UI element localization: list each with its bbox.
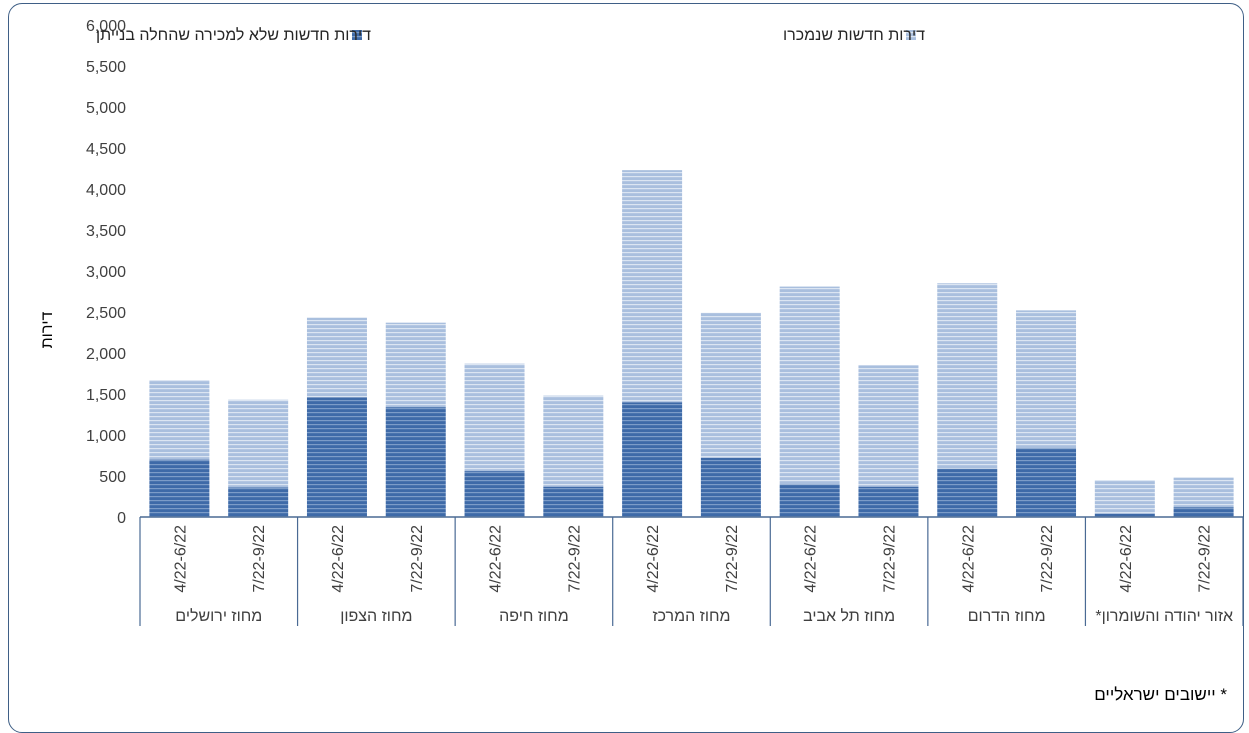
- bar-segment: [622, 402, 683, 517]
- bar-segment: [1094, 480, 1155, 514]
- legend-label: דירות חדשות שנמכרו: [783, 27, 925, 44]
- x-tick-label: 4/22-6/22: [645, 525, 662, 593]
- bar-segment: [622, 170, 683, 403]
- legend: דירות חדשות שלא למכירה שהחלה בנייתן דירות…: [96, 26, 925, 44]
- x-tick-label: 7/22-9/22: [1197, 525, 1214, 593]
- bar-segment: [228, 487, 289, 517]
- y-tick-label: 500: [99, 469, 126, 486]
- bar-segment: [228, 399, 289, 488]
- y-tick-label: 5,500: [86, 59, 126, 76]
- y-tick-label: 6,000: [86, 18, 126, 35]
- y-tick-label: 4,000: [86, 182, 126, 199]
- y-tick-label: 1,500: [86, 387, 126, 404]
- x-tick-label: 7/22-9/22: [251, 525, 268, 593]
- bar-segment: [385, 322, 446, 408]
- x-axis: 4/22-6/22 7/22-9/22 4/22-6/22 7/22-9/22 4/22…: [139, 516, 1244, 626]
- y-tick-label: 3,500: [86, 223, 126, 240]
- x-tick-label: 4/22-6/22: [172, 525, 189, 593]
- bar-segment: [779, 286, 840, 485]
- y-tick-label: 2,500: [86, 305, 126, 322]
- bars: [149, 170, 1234, 517]
- y-axis: 0 500 1,000 1,500 2,000 2,500 3,000 3,500 4,000 4…: [86, 18, 126, 527]
- footnote: * יישובים ישראליים: [1094, 685, 1227, 704]
- x-tick-label: 7/22-9/22: [724, 525, 741, 593]
- group-label: מחוז חיפה: [499, 608, 569, 625]
- bar-segment: [464, 363, 525, 472]
- group-label: מחוז ירושלים: [175, 607, 262, 625]
- group-label: אזור יהודה והשומרון*: [1095, 608, 1233, 625]
- x-tick-label: 7/22-9/22: [1039, 525, 1056, 593]
- y-tick-label: 2,000: [86, 346, 126, 363]
- bar-segment: [1094, 513, 1155, 517]
- bar-segment: [937, 468, 998, 517]
- group-label: מחוז הצפון: [340, 608, 412, 625]
- bar-segment: [1016, 310, 1077, 449]
- x-tick-label: 7/22-9/22: [409, 525, 426, 593]
- legend-swatch: [906, 30, 916, 40]
- x-tick-label: 4/22-6/22: [1118, 525, 1135, 593]
- x-tick-label: 4/22-6/22: [960, 525, 977, 593]
- bar-segment: [385, 407, 446, 517]
- legend-swatch: [352, 30, 362, 40]
- stacked-bar-chart: 0 500 1,000 1,500 2,000 2,500 3,000 3,500 4,000 4…: [39, 18, 1244, 626]
- y-axis-label: דירות: [39, 311, 56, 348]
- x-tick-label: 4/22-6/22: [330, 525, 347, 593]
- y-tick-label: 0: [117, 510, 126, 527]
- y-tick-label: 1,000: [86, 428, 126, 445]
- bar-segment: [464, 471, 525, 517]
- bar-segment: [1173, 507, 1234, 517]
- bar-segment: [1173, 477, 1234, 508]
- bar-segment: [149, 380, 210, 460]
- bar-segment: [306, 317, 367, 398]
- bar-segment: [149, 459, 210, 517]
- bar-segment: [543, 486, 604, 517]
- x-tick-label: 7/22-9/22: [881, 525, 898, 593]
- bar-segment: [700, 457, 761, 517]
- group-label: מחוז הדרום: [968, 608, 1046, 625]
- x-tick-label: 7/22-9/22: [566, 525, 583, 593]
- bar-segment: [937, 283, 998, 469]
- y-tick-label: 5,000: [86, 100, 126, 117]
- x-tick-label: 4/22-6/22: [488, 525, 505, 593]
- bar-segment: [779, 484, 840, 517]
- bar-segment: [858, 486, 919, 517]
- legend-label: דירות חדשות שלא למכירה שהחלה בנייתן: [96, 26, 371, 44]
- bar-segment: [306, 397, 367, 517]
- bar-segment: [700, 312, 761, 458]
- group-label: מחוז המרכז: [652, 608, 730, 625]
- y-tick-label: 3,000: [86, 264, 126, 281]
- bar-segment: [858, 365, 919, 487]
- x-tick-label: 4/22-6/22: [803, 525, 820, 593]
- bar-segment: [1016, 448, 1077, 517]
- bar-segment: [543, 395, 604, 487]
- group-label: מחוז תל אביב: [803, 607, 895, 625]
- y-tick-label: 4,500: [86, 141, 126, 158]
